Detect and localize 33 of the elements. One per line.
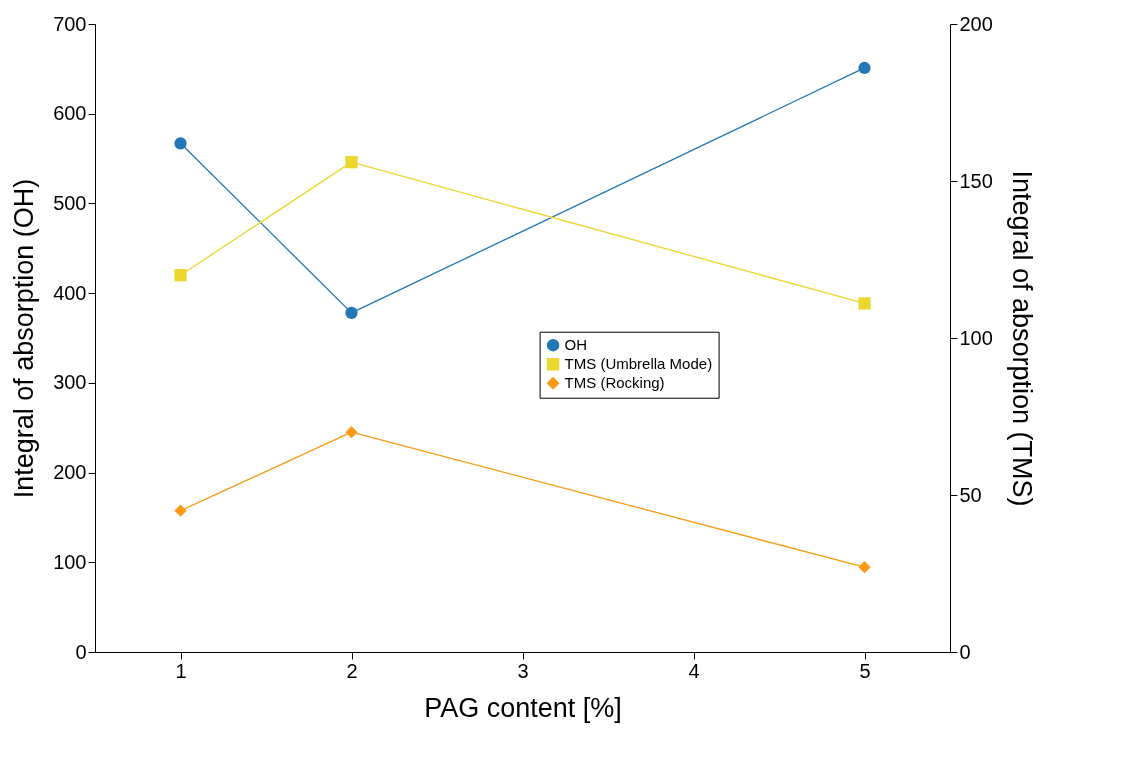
y-tick-label: 400 <box>53 281 87 304</box>
point <box>174 269 187 282</box>
y2-axis-title: Integral of absorption (TMS) <box>1006 170 1037 507</box>
point <box>858 561 871 574</box>
y2-tick-label: 150 <box>959 169 993 192</box>
y2-tick-label: 50 <box>959 483 982 506</box>
y-tick-label: 0 <box>75 640 87 663</box>
y-tick-label: 100 <box>53 550 87 573</box>
x-tick-label: 1 <box>175 659 187 682</box>
y-tick-label: 600 <box>53 102 87 125</box>
x-tick-label: 4 <box>688 659 700 682</box>
x-tick-label: 2 <box>346 659 358 682</box>
y-tick-label: 500 <box>53 191 87 214</box>
y2-tick-label: 0 <box>959 640 971 663</box>
x-tick-label: 5 <box>859 659 871 682</box>
point <box>858 61 871 75</box>
y-tick-label: 200 <box>53 461 87 484</box>
point <box>174 137 187 150</box>
x-axis-title: PAG content [%] <box>424 692 622 723</box>
y2-tick-label: 200 <box>959 12 993 35</box>
y-tick-label: 700 <box>53 12 87 35</box>
point <box>174 504 187 517</box>
point <box>345 306 358 319</box>
point <box>345 426 358 439</box>
legend-label: OH <box>564 336 588 354</box>
legend-label: TMS (Umbrella Mode) <box>564 355 713 373</box>
point <box>345 156 358 169</box>
point <box>858 297 871 310</box>
y-tick-label: 300 <box>53 371 87 394</box>
y-axis-title: Integral of absorption (OH) <box>9 178 40 499</box>
y2-tick-label: 100 <box>959 326 993 349</box>
x-tick-label: 3 <box>517 659 529 682</box>
legend-label: TMS (Rocking) <box>564 374 665 392</box>
